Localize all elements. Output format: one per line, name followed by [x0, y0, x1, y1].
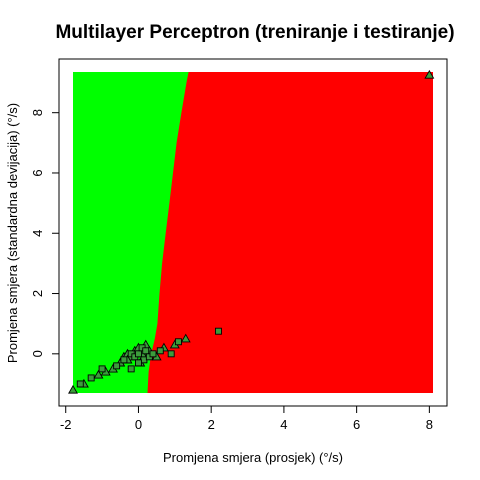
- square-point: [215, 327, 222, 335]
- y-tick-label: 0: [30, 350, 45, 357]
- y-axis-label: Promjena smjera (standardna devijacija) …: [5, 103, 20, 363]
- triangle-point: [93, 369, 104, 379]
- decision-regions: [73, 72, 433, 393]
- square-point: [135, 350, 142, 358]
- y-tick-label: 8: [30, 109, 45, 116]
- y-tick-label: 6: [30, 169, 45, 176]
- square-point: [135, 359, 142, 367]
- x-tick-label: -2: [60, 417, 72, 432]
- triangle-point: [424, 69, 435, 79]
- x-axis-label: Promjena smjera (prosjek) (°/s): [163, 450, 343, 465]
- x-tick-label: 0: [135, 417, 142, 432]
- y-axis: 0 2 4 6 8: [30, 109, 60, 357]
- x-axis: -2 0 2 4 6 8: [60, 405, 433, 432]
- square-point: [113, 362, 121, 370]
- triangle-point: [180, 333, 191, 343]
- square-point: [175, 338, 182, 346]
- square-point: [127, 365, 135, 373]
- square-point: [149, 350, 157, 358]
- square-point: [142, 347, 150, 355]
- data-points: [68, 69, 435, 394]
- x-tick-label: 8: [426, 417, 433, 432]
- square-point: [87, 374, 95, 382]
- square-point: [98, 365, 106, 373]
- square-point: [167, 350, 175, 358]
- x-tick-label: 4: [280, 417, 287, 432]
- y-tick-label: 2: [30, 290, 45, 297]
- square-point: [76, 380, 84, 388]
- y-tick-label: 4: [30, 230, 45, 237]
- region-left: [73, 72, 189, 393]
- square-point: [156, 347, 164, 355]
- square-point: [120, 356, 128, 364]
- triangle-point: [68, 384, 78, 394]
- chart-title: Multilayer Perceptron (treniranje i test…: [55, 22, 454, 43]
- x-tick-label: 2: [208, 417, 215, 432]
- x-tick-label: 6: [353, 417, 360, 432]
